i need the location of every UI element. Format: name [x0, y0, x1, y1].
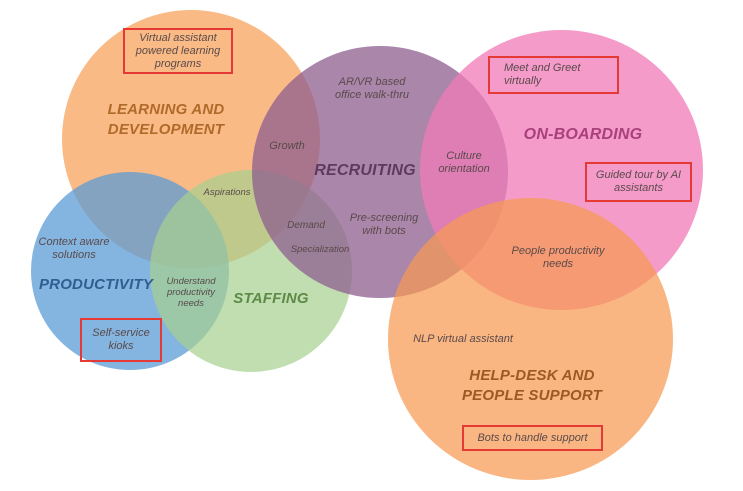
specialization-label: Specialization	[290, 244, 350, 255]
recruiting-title: RECRUITING	[314, 162, 416, 179]
helpdesk-circle	[388, 198, 673, 480]
learning-title: LEARNING AND DEVELOPMENT	[107, 101, 225, 138]
understand-label: Understand productivity needs	[166, 276, 216, 309]
nlp-label: NLP virtual assistant	[413, 333, 513, 345]
aspirations-label: Aspirations	[203, 187, 251, 198]
bots-support-box: Bots to handle support	[462, 425, 603, 451]
culture-label: Culture orientation	[438, 150, 490, 175]
onboarding-title: ON-BOARDING	[523, 126, 643, 143]
prescreening-label: Pre-screening with bots	[349, 212, 419, 237]
self-service-box: Self-service kioks	[80, 318, 162, 362]
guided-tour-box: Guided tour by AI assistants	[585, 162, 692, 202]
demand-label: Demand	[287, 220, 325, 231]
context-aware-label: Context aware solutions	[38, 236, 110, 261]
arvr-label: AR/VR based office walk-thru	[335, 76, 409, 101]
productivity-title: PRODUCTIVITY	[38, 276, 154, 293]
meet-greet-box: Meet and Greet virtually	[488, 56, 619, 94]
learning-programs-box: Virtual assistant powered learning progr…	[123, 28, 233, 74]
growth-label: Growth	[269, 140, 305, 152]
people-productivity-label: People productivity needs	[511, 245, 605, 270]
helpdesk-title: HELP-DESK AND PEOPLE SUPPORT	[461, 367, 603, 404]
staffing-title: STAFFING	[233, 290, 309, 307]
